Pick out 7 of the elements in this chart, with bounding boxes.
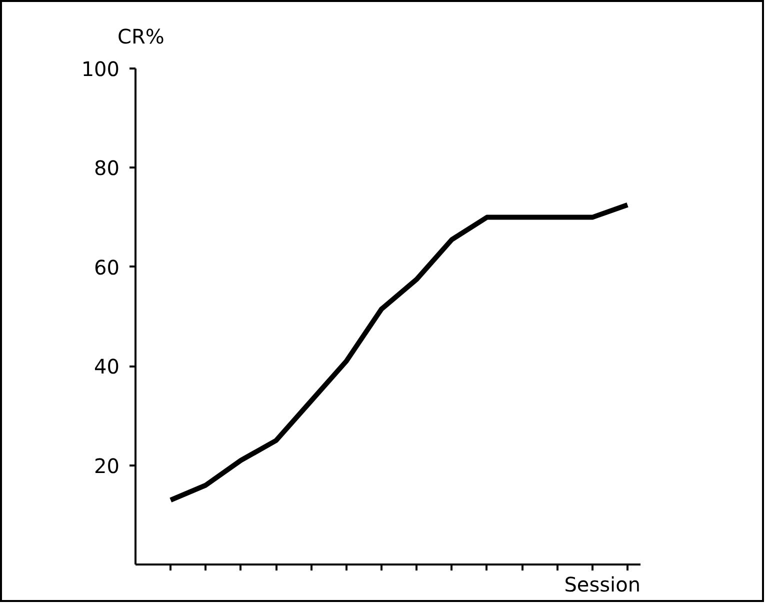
- y-tick-label: 20: [94, 454, 120, 478]
- y-tick-label: 100: [81, 57, 120, 81]
- y-tick-label: 40: [94, 354, 120, 379]
- y-axis-title: CR%: [118, 24, 164, 48]
- y-tick-label: 80: [94, 156, 120, 180]
- y-tick-label: 60: [94, 255, 120, 280]
- x-axis-title: Session: [564, 572, 641, 596]
